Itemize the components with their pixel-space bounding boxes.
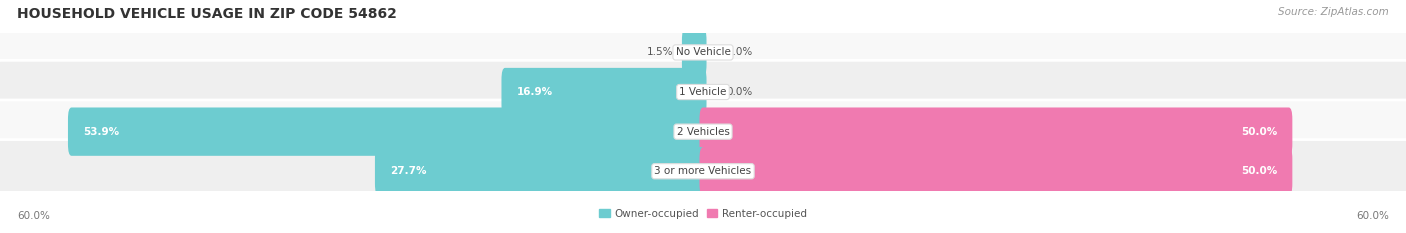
Text: 0.0%: 0.0% bbox=[727, 48, 752, 57]
FancyBboxPatch shape bbox=[375, 147, 707, 195]
Text: 60.0%: 60.0% bbox=[17, 211, 49, 221]
Text: 1 Vehicle: 1 Vehicle bbox=[679, 87, 727, 97]
Text: 0.0%: 0.0% bbox=[727, 87, 752, 97]
FancyBboxPatch shape bbox=[0, 60, 1406, 124]
Text: 1.5%: 1.5% bbox=[647, 48, 673, 57]
FancyBboxPatch shape bbox=[67, 107, 707, 156]
FancyBboxPatch shape bbox=[700, 147, 1292, 195]
FancyBboxPatch shape bbox=[700, 107, 1292, 156]
Text: Source: ZipAtlas.com: Source: ZipAtlas.com bbox=[1278, 7, 1389, 17]
Legend: Owner-occupied, Renter-occupied: Owner-occupied, Renter-occupied bbox=[595, 205, 811, 223]
FancyBboxPatch shape bbox=[682, 28, 707, 77]
Text: 53.9%: 53.9% bbox=[83, 127, 120, 137]
Text: No Vehicle: No Vehicle bbox=[675, 48, 731, 57]
Text: 60.0%: 60.0% bbox=[1357, 211, 1389, 221]
Text: 27.7%: 27.7% bbox=[391, 166, 426, 176]
Text: 50.0%: 50.0% bbox=[1241, 127, 1277, 137]
Text: 50.0%: 50.0% bbox=[1241, 166, 1277, 176]
Text: 16.9%: 16.9% bbox=[517, 87, 553, 97]
Text: 3 or more Vehicles: 3 or more Vehicles bbox=[654, 166, 752, 176]
FancyBboxPatch shape bbox=[502, 68, 707, 116]
FancyBboxPatch shape bbox=[0, 21, 1406, 84]
Text: HOUSEHOLD VEHICLE USAGE IN ZIP CODE 54862: HOUSEHOLD VEHICLE USAGE IN ZIP CODE 5486… bbox=[17, 7, 396, 21]
FancyBboxPatch shape bbox=[0, 100, 1406, 163]
FancyBboxPatch shape bbox=[0, 140, 1406, 203]
Text: 2 Vehicles: 2 Vehicles bbox=[676, 127, 730, 137]
